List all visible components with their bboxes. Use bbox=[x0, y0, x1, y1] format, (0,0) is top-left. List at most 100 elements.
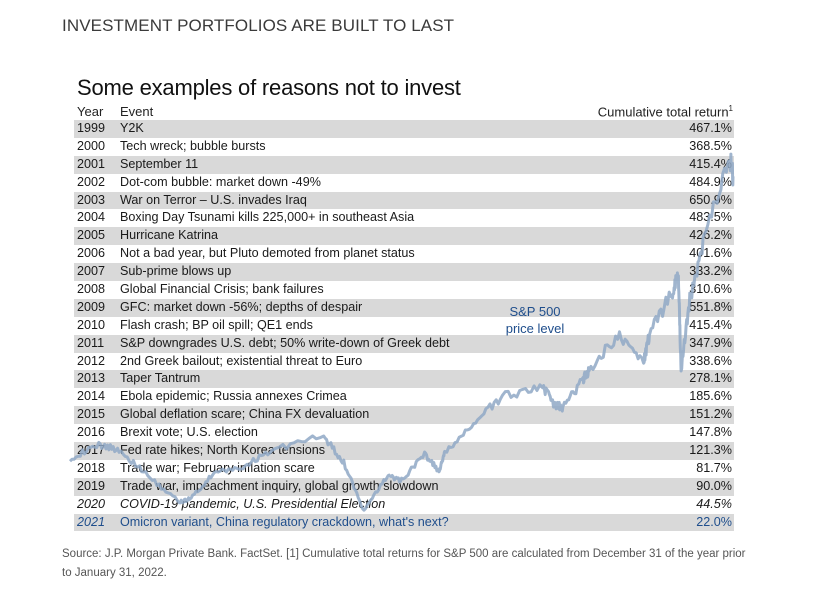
table-row: 2010 Flash crash; BP oil spill; QE1 ends 4… bbox=[74, 317, 734, 335]
row-year: 2004 bbox=[77, 210, 106, 225]
row-event: War on Terror – U.S. invades Iraq bbox=[120, 192, 307, 207]
column-header-year: Year bbox=[77, 104, 104, 119]
row-return: 22.0% bbox=[696, 514, 732, 529]
row-year: 1999 bbox=[77, 121, 106, 135]
row-event: S&P downgrades U.S. debt; 50% write-down… bbox=[120, 335, 450, 350]
row-year: 2015 bbox=[77, 407, 106, 422]
row-year: 2017 bbox=[77, 443, 106, 458]
table-row: 2006 Not a bad year, but Pluto demoted fr… bbox=[74, 245, 734, 263]
row-year: 2020 bbox=[77, 496, 106, 511]
row-event: 2nd Greek bailout; existential threat to… bbox=[120, 353, 363, 368]
table-row: 2020 COVID-19 pandemic, U.S. Presidential… bbox=[74, 496, 734, 514]
row-event: Brexit vote; U.S. election bbox=[120, 425, 258, 440]
row-return: 347.9% bbox=[689, 335, 732, 350]
table-row: 2001 September 11 415.4% bbox=[74, 155, 734, 174]
row-return: 333.2% bbox=[689, 264, 732, 279]
table-row: 1999 Y2K 467.1% bbox=[74, 120, 734, 138]
table-row: 2011 S&P downgrades U.S. debt; 50% write-… bbox=[74, 334, 734, 353]
row-return: 44.5% bbox=[696, 496, 732, 511]
row-event: Sub-prime blows up bbox=[120, 264, 232, 279]
row-year: 2011 bbox=[77, 335, 105, 350]
row-event: Y2K bbox=[120, 121, 144, 135]
row-year: 2010 bbox=[77, 317, 106, 332]
row-event: Boxing Day Tsunami kills 225,000+ in sou… bbox=[120, 210, 415, 225]
row-event: Hurricane Katrina bbox=[120, 228, 218, 243]
row-return: 338.6% bbox=[689, 353, 732, 368]
row-return: 467.1% bbox=[689, 121, 732, 135]
row-event: GFC: market down -56%; depths of despair bbox=[120, 299, 363, 314]
footnote-marker: 1 bbox=[728, 104, 733, 113]
row-year: 2008 bbox=[77, 282, 106, 297]
row-event: Global deflation scare; China FX devalua… bbox=[120, 407, 370, 422]
table-row: 2002 Dot-com bubble: market down -49% 484.… bbox=[74, 174, 734, 192]
row-year: 2014 bbox=[77, 389, 106, 404]
row-return: 121.3% bbox=[689, 443, 732, 458]
row-year: 2018 bbox=[77, 460, 106, 475]
row-return: 401.6% bbox=[689, 246, 732, 261]
row-year: 2006 bbox=[77, 246, 106, 261]
row-return: 483.5% bbox=[689, 210, 732, 225]
row-event: Trade war, impeachment inquiry, global g… bbox=[120, 478, 439, 493]
row-event: Trade war; February inflation scare bbox=[120, 460, 315, 475]
table-row: 2017 Fed rate hikes; North Korea tensions… bbox=[74, 442, 734, 460]
page-heading: INVESTMENT PORTFOLIOS ARE BUILT TO LAST bbox=[62, 16, 455, 35]
row-year: 2009 bbox=[77, 299, 106, 314]
sp500-legend-line1: S&P 500 bbox=[509, 304, 561, 319]
row-return: 426.2% bbox=[689, 228, 732, 243]
column-header-return-label: Cumulative total return bbox=[597, 104, 729, 120]
row-year: 2021 bbox=[77, 514, 106, 529]
row-return: 185.6% bbox=[689, 389, 732, 404]
row-event: Ebola epidemic; Russia annexes Crimea bbox=[120, 389, 347, 404]
row-event: Fed rate hikes; North Korea tensions bbox=[120, 443, 326, 458]
figure-title: Some examples of reasons not to invest bbox=[77, 75, 461, 100]
row-return: 551.8% bbox=[689, 299, 732, 314]
row-return: 650.9% bbox=[689, 192, 732, 207]
row-year: 2000 bbox=[77, 138, 106, 153]
row-year: 2002 bbox=[77, 174, 106, 189]
table-row: 2004 Boxing Day Tsunami kills 225,000+ in… bbox=[74, 209, 734, 227]
column-header-event: Event bbox=[120, 104, 154, 119]
row-year: 2007 bbox=[77, 264, 106, 279]
row-event: Tech wreck; bubble bursts bbox=[120, 138, 266, 153]
row-year: 2001 bbox=[77, 156, 106, 171]
table-row: 2014 Ebola epidemic; Russia annexes Crime… bbox=[74, 388, 734, 406]
row-year: 2019 bbox=[77, 478, 106, 493]
row-return: 415.4% bbox=[689, 156, 732, 171]
row-return: 147.8% bbox=[689, 425, 732, 440]
table-row: 2000 Tech wreck; bubble bursts 368.5% bbox=[74, 138, 734, 156]
row-return: 81.7% bbox=[696, 460, 732, 475]
row-return: 415.4% bbox=[689, 317, 732, 332]
table-row: 2015 Global deflation scare; China FX dev… bbox=[74, 406, 734, 425]
sp500-legend-label: S&P 500 price level bbox=[490, 303, 580, 337]
row-return: 310.6% bbox=[689, 282, 732, 297]
row-return: 278.1% bbox=[689, 371, 732, 386]
table-row: 2007 Sub-prime blows up 333.2% bbox=[74, 263, 734, 282]
row-return: 368.5% bbox=[689, 138, 732, 153]
table-row: 2005 Hurricane Katrina 426.2% bbox=[74, 227, 734, 246]
events-table: 1999 Y2K 467.1% 2000 Tech wreck; bubble burs… bbox=[74, 120, 734, 532]
table-row: 2019 Trade war, impeachment inquiry, glob… bbox=[74, 477, 734, 496]
column-header-return: Cumulative total return1 bbox=[598, 104, 733, 119]
row-year: 2012 bbox=[77, 353, 106, 368]
row-year: 2003 bbox=[77, 192, 106, 207]
row-event: Dot-com bubble: market down -49% bbox=[120, 174, 321, 189]
sp500-legend-line2: price level bbox=[505, 321, 565, 336]
table-row: 2012 2nd Greek bailout; existential threa… bbox=[74, 353, 734, 371]
row-return: 484.9% bbox=[689, 174, 732, 189]
row-event: Omicron variant, China regulatory crackd… bbox=[120, 514, 449, 529]
table-row: 2003 War on Terror – U.S. invades Iraq 650… bbox=[74, 191, 734, 210]
row-return: 151.2% bbox=[689, 407, 732, 422]
table-row: 2018 Trade war; February inflation scare 8… bbox=[74, 460, 734, 478]
row-event: Global Financial Crisis; bank failures bbox=[120, 282, 324, 297]
table-row: 2016 Brexit vote; U.S. election 147.8% bbox=[74, 424, 734, 442]
row-return: 90.0% bbox=[696, 478, 732, 493]
row-year: 2005 bbox=[77, 228, 106, 243]
table-row: 2013 Taper Tantrum 278.1% bbox=[74, 370, 734, 389]
table-row: 2008 Global Financial Crisis; bank failur… bbox=[74, 281, 734, 299]
row-year: 2013 bbox=[77, 371, 106, 386]
row-event: Flash crash; BP oil spill; QE1 ends bbox=[120, 317, 313, 332]
row-event: Taper Tantrum bbox=[120, 371, 201, 386]
table-row: 2009 GFC: market down -56%; depths of des… bbox=[74, 298, 734, 317]
source-note: Source: J.P. Morgan Private Bank. FactSe… bbox=[62, 548, 746, 579]
